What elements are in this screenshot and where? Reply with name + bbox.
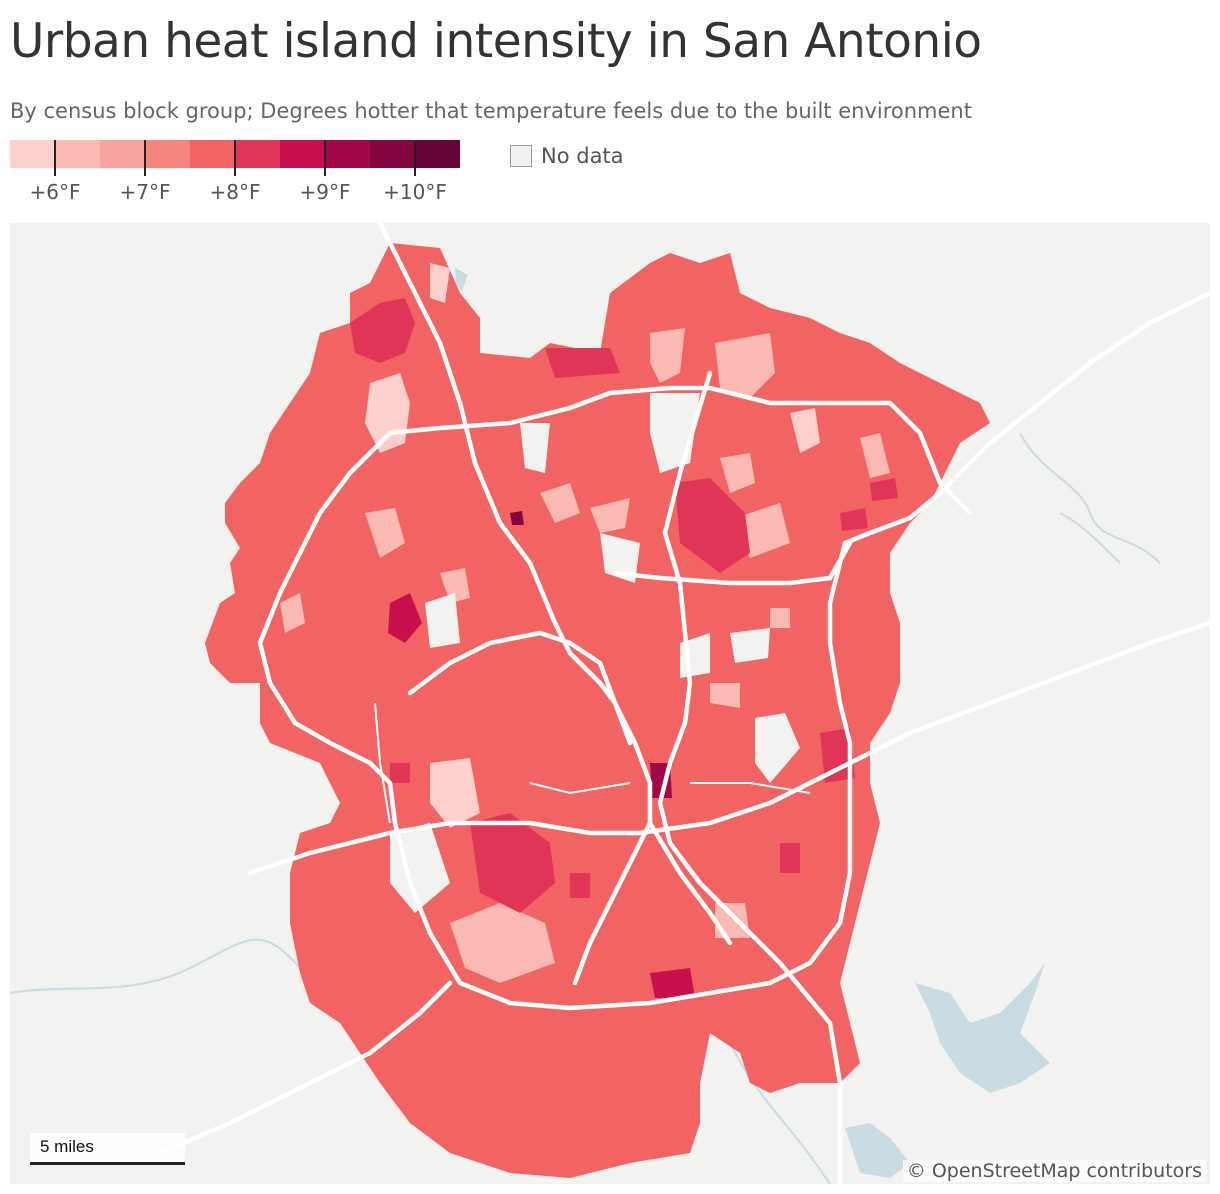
legend-swatch	[235, 140, 280, 168]
legend-tick-8	[234, 140, 236, 176]
map-subtitle: By census block group; Degrees hotter th…	[10, 99, 972, 123]
map-canvas[interactable]	[10, 223, 1210, 1184]
legend-swatch	[100, 140, 145, 168]
color-legend: +6°F +7°F +8°F +9°F +10°F	[10, 140, 470, 210]
cooler-pockets	[280, 263, 890, 983]
choropleth-map[interactable]: 5 miles © OpenStreetMap contributors	[10, 223, 1210, 1184]
legend-swatch	[280, 140, 325, 168]
legend-tick-label: +6°F	[29, 180, 81, 204]
no-data-label: No data	[541, 144, 624, 168]
minor-roads	[374, 702, 811, 824]
legend-tick-label: +10°F	[383, 180, 447, 204]
legend-tick-label: +7°F	[119, 180, 171, 204]
legend-swatch	[415, 140, 460, 168]
legend-tick-6	[54, 140, 56, 176]
city-region	[205, 243, 990, 1178]
legend-tick-7	[144, 140, 146, 176]
scale-bar: 5 miles	[30, 1133, 185, 1165]
map-title: Urban heat island intensity in San Anton…	[10, 14, 982, 69]
map-credit[interactable]: © OpenStreetMap contributors	[902, 1160, 1206, 1182]
legend-tick-label: +9°F	[299, 180, 351, 204]
legend-swatch	[370, 140, 415, 168]
legend-swatch	[55, 140, 100, 168]
legend-swatch	[190, 140, 235, 168]
legend-tick-10	[414, 140, 416, 176]
district-nw	[350, 298, 415, 363]
no-data-swatch	[510, 145, 532, 167]
legend-swatch	[10, 140, 55, 168]
scale-label: 5 miles	[40, 1137, 94, 1156]
legend-swatch	[145, 140, 190, 168]
hotter-pockets	[388, 348, 898, 998]
legend-swatch	[325, 140, 370, 168]
no-data-legend: No data	[510, 144, 624, 168]
scale-bar-line	[30, 1162, 185, 1165]
highways	[157, 223, 1210, 1184]
legend-color-bar	[10, 140, 460, 168]
legend-tick-9	[324, 140, 326, 176]
legend-tick-label: +8°F	[209, 180, 261, 204]
